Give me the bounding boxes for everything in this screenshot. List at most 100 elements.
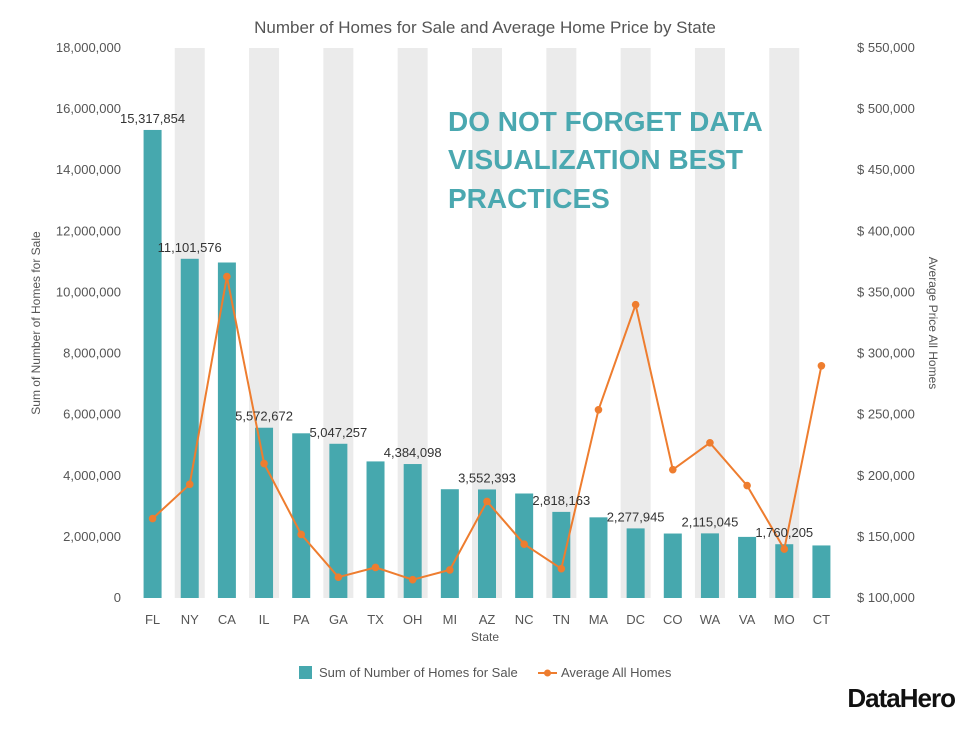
data-label-wa: 2,115,045 — [682, 514, 739, 529]
bar-fl — [143, 129, 162, 598]
legend-line-marker — [544, 669, 551, 677]
bar-va — [738, 536, 757, 598]
data-label-oh: 4,384,098 — [384, 445, 442, 460]
y-tick-label: 0 — [114, 590, 121, 605]
x-tick-label-il: IL — [259, 612, 270, 627]
line-point-fl — [148, 514, 157, 523]
x-tick-label-pa: PA — [293, 612, 310, 627]
bar-pa — [292, 433, 311, 598]
x-tick-label-va: VA — [739, 612, 756, 627]
y-tick-label: 2,000,000 — [63, 529, 121, 544]
bar-mi — [440, 489, 459, 598]
bar-tx — [366, 461, 385, 598]
bar-dc — [626, 528, 645, 598]
bar-ct — [812, 545, 831, 598]
line-point-wa — [706, 438, 714, 447]
line-point-co — [668, 465, 677, 474]
x-tick-label-dc: DC — [626, 612, 645, 627]
annotation-line-2: VISUALIZATION BEST — [448, 144, 743, 175]
line-point-oh — [408, 575, 417, 584]
x-tick-label-tn: TN — [553, 612, 570, 627]
x-tick-label-fl: FL — [145, 612, 160, 627]
legend-bar-label: Sum of Number of Homes for Sale — [319, 665, 518, 680]
y2-tick-label: $ 250,000 — [857, 407, 915, 422]
y-axis-title: Sum of Number of Homes for Sale — [29, 231, 43, 415]
legend-line-label: Average All Homes — [561, 665, 672, 680]
line-point-az — [483, 497, 491, 506]
x-tick-label-mi: MI — [443, 612, 457, 627]
bar-co — [663, 533, 682, 598]
data-label-il: 5,572,672 — [235, 409, 293, 424]
y-tick-label: 12,000,000 — [56, 223, 121, 238]
y2-tick-label: $ 150,000 — [857, 529, 915, 544]
data-label-fl: 15,317,854 — [120, 111, 185, 126]
y-tick-label: 18,000,000 — [56, 40, 121, 55]
band-tn — [546, 48, 577, 598]
x-tick-label-co: CO — [663, 612, 683, 627]
y-axis-right: $ 100,000 $ 150,000 $ 200,000 $ 250,000 $ 30… — [857, 40, 915, 605]
line-point-mo — [780, 545, 789, 553]
bar-series — [143, 129, 831, 598]
line-point-tn — [557, 564, 566, 573]
data-label-az: 3,552,393 — [458, 470, 516, 485]
line-point-ma — [594, 405, 603, 414]
x-tick-label-wa: WA — [700, 612, 721, 627]
x-tick-label-mo: MO — [774, 612, 795, 627]
bar-ny — [180, 258, 199, 598]
data-label-dc: 2,277,945 — [607, 509, 665, 524]
x-axis-title: State — [471, 630, 499, 644]
bar-az — [478, 489, 496, 598]
bar-mo — [775, 544, 794, 598]
line-point-va — [743, 481, 751, 490]
x-tick-label-oh: OH — [403, 612, 423, 627]
band-dc — [620, 48, 651, 598]
data-label-ny: 11,101,576 — [158, 240, 222, 255]
y2-tick-label: $ 500,000 — [857, 101, 915, 116]
x-axis: FL NY CA IL PA GA TX OH MI AZ NC TN MA DC CO WA VA MO CT — [145, 612, 830, 627]
y-tick-label: 14,000,000 — [56, 162, 121, 177]
y2-tick-label: $ 450,000 — [857, 162, 915, 177]
line-point-nc — [520, 540, 528, 549]
x-tick-label-nc: NC — [515, 612, 534, 627]
x-tick-label-ma: MA — [589, 612, 609, 627]
legend-bar-swatch — [299, 666, 312, 679]
data-label-ga: 5,047,257 — [309, 425, 367, 440]
x-tick-label-ct: CT — [813, 612, 830, 627]
y-tick-label: 4,000,000 — [63, 468, 121, 483]
y-tick-label: 6,000,000 — [63, 407, 121, 422]
annotation: DO NOT FORGET DATA VISUALIZATION BEST PR… — [448, 106, 763, 214]
bar-oh — [403, 464, 422, 598]
y2-tick-label: $ 350,000 — [857, 284, 915, 299]
datahero-logo: DataHero — [847, 683, 955, 713]
chart-title: Number of Homes for Sale and Average Hom… — [254, 18, 716, 37]
bar-tn — [552, 511, 571, 598]
y2-tick-label: $ 400,000 — [857, 223, 915, 238]
line-point-ga — [334, 573, 343, 582]
bar-ca — [217, 262, 236, 598]
line-point-tx — [371, 563, 380, 572]
line-point-pa — [297, 530, 306, 539]
line-point-il — [260, 459, 268, 468]
x-tick-label-az: AZ — [479, 612, 496, 627]
data-label-mo: 1,760,205 — [755, 525, 813, 540]
annotation-line-1: DO NOT FORGET DATA — [448, 106, 763, 137]
y-tick-label: 8,000,000 — [63, 346, 121, 361]
y-tick-label: 16,000,000 — [56, 101, 121, 116]
band-wa — [694, 48, 725, 598]
y2-tick-label: $ 300,000 — [857, 346, 915, 361]
x-tick-label-tx: TX — [367, 612, 384, 627]
y2-tick-label: $ 550,000 — [857, 40, 915, 55]
line-point-dc — [631, 300, 640, 309]
line-point-ct — [817, 361, 826, 370]
line-point-mi — [446, 566, 454, 574]
data-label-tn: 2,818,163 — [532, 493, 590, 508]
bar-ma — [589, 517, 608, 598]
x-tick-label-ga: GA — [329, 612, 348, 627]
annotation-line-3: PRACTICES — [448, 183, 610, 214]
bar-il — [255, 427, 274, 598]
band-mo — [769, 48, 800, 598]
x-tick-label-ny: NY — [181, 612, 199, 627]
bar-ga — [329, 443, 348, 598]
